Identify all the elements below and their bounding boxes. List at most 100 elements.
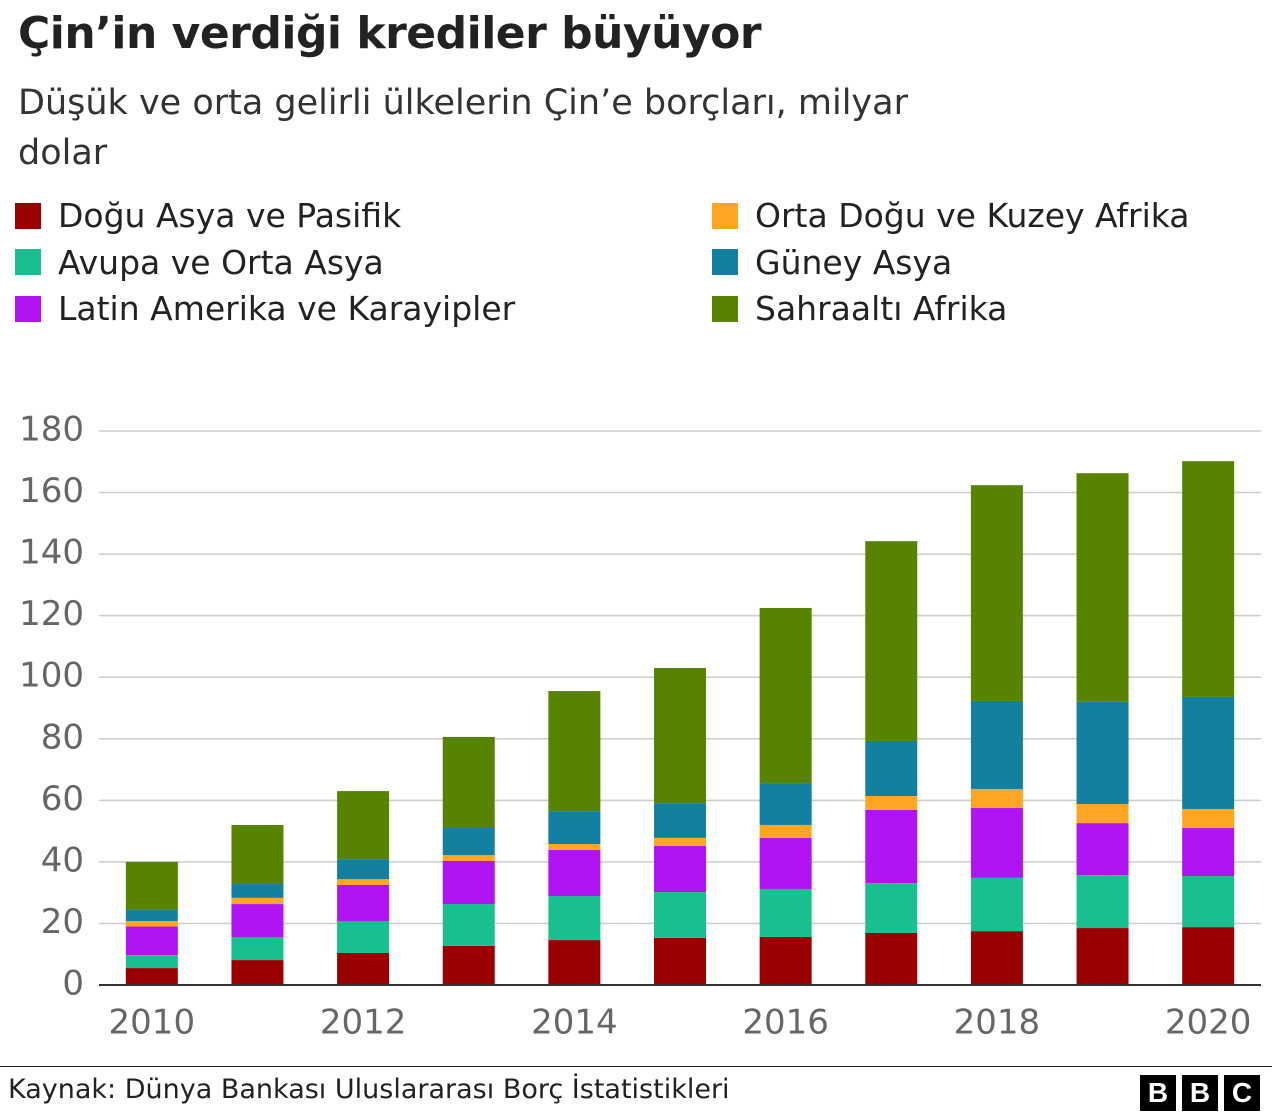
bar-segment bbox=[231, 904, 284, 937]
bar-segment bbox=[865, 541, 918, 741]
chart-subtitle: Düşük ve orta gelirli ülkelerin Çin’e bo… bbox=[18, 83, 908, 173]
bar-segment bbox=[125, 920, 178, 927]
bar-segment bbox=[1182, 828, 1235, 877]
x-tick-label: 2012 bbox=[320, 1003, 407, 1043]
bar-segment bbox=[970, 877, 1023, 932]
bar-segment bbox=[865, 796, 918, 810]
legend-label: Latin Amerika ve Karayipler bbox=[58, 289, 516, 328]
bar-segment bbox=[442, 860, 495, 905]
bar-segment bbox=[654, 837, 706, 846]
bar-segment bbox=[548, 849, 601, 897]
bar-segment bbox=[231, 936, 284, 961]
bar-segment bbox=[759, 783, 812, 825]
bar-segment bbox=[1182, 808, 1235, 829]
legend-swatch bbox=[15, 202, 41, 229]
x-tick-label: 2014 bbox=[531, 1003, 618, 1043]
legend-swatch bbox=[712, 295, 738, 322]
bar-segment bbox=[337, 920, 390, 953]
x-tick-label: 2010 bbox=[109, 1003, 196, 1043]
bar-segment bbox=[442, 945, 495, 985]
y-tick-label: 60 bbox=[41, 779, 84, 819]
legend-item: Latin Amerika ve Karayipler bbox=[15, 289, 515, 328]
bar-segment bbox=[1182, 876, 1235, 928]
bar-segment bbox=[125, 909, 178, 921]
legend-item: Avupa ve Orta Asya bbox=[15, 243, 384, 282]
source: Kaynak: Dünya Bankası Uluslararası Borç … bbox=[8, 1074, 730, 1105]
bar-segment bbox=[654, 892, 706, 938]
legend-label: Güney Asya bbox=[755, 242, 953, 282]
legend-swatch bbox=[15, 249, 41, 275]
y-tick-label: 180 bbox=[19, 410, 84, 450]
bar-segment bbox=[337, 791, 390, 860]
legend-label: Avupa ve Orta Asya bbox=[58, 242, 384, 282]
bar-segment bbox=[548, 811, 601, 845]
bar-segment bbox=[1182, 461, 1235, 697]
bar-segment bbox=[442, 855, 495, 861]
bar-segment bbox=[548, 844, 601, 850]
bar-segment bbox=[759, 824, 812, 838]
y-tick-label: 160 bbox=[19, 471, 84, 511]
bar-segment bbox=[231, 884, 284, 898]
bar-segment bbox=[231, 824, 284, 885]
bar-segment bbox=[970, 700, 1023, 789]
bar-segment bbox=[231, 960, 284, 985]
bar-segment bbox=[337, 884, 390, 921]
bar-segment bbox=[1076, 701, 1129, 805]
bar-segment bbox=[442, 828, 495, 856]
logo-letter: B bbox=[1182, 1075, 1218, 1111]
bar-segment bbox=[1182, 927, 1235, 985]
y-tick-label: 80 bbox=[41, 717, 84, 757]
bar-segment bbox=[759, 837, 812, 889]
bar-segment bbox=[865, 883, 918, 933]
bar-segment bbox=[654, 803, 706, 838]
legend-item: Sahraaltı Afrika bbox=[712, 289, 1007, 328]
chart-title: Çin’in verdiği krediler büyüyor bbox=[18, 8, 762, 59]
legend-item: Orta Doğu ve Kuzey Afrika bbox=[712, 196, 1190, 235]
y-tick-label: 140 bbox=[19, 533, 84, 573]
bar-segment bbox=[337, 859, 390, 880]
bar-segment bbox=[1076, 928, 1129, 985]
bar-segment bbox=[654, 845, 706, 893]
legend-label: Orta Doğu ve Kuzey Afrika bbox=[755, 196, 1190, 235]
bar-segment bbox=[970, 808, 1023, 878]
y-tick-label: 120 bbox=[19, 594, 84, 634]
bar-segment bbox=[442, 736, 495, 829]
bar-segment bbox=[125, 926, 178, 956]
bar-segment bbox=[1182, 696, 1235, 809]
bar-segment bbox=[654, 667, 706, 804]
bar-segment bbox=[337, 879, 390, 885]
bar-segment bbox=[865, 809, 918, 884]
y-tick-label: 0 bbox=[62, 964, 84, 1004]
legend-item: Doğu Asya ve Pasifik bbox=[15, 196, 401, 235]
x-tick-label: 2020 bbox=[1165, 1003, 1252, 1043]
y-tick-label: 20 bbox=[41, 902, 84, 942]
bar-segment bbox=[125, 955, 178, 969]
logo-letter: C bbox=[1224, 1075, 1260, 1111]
bar-segment bbox=[1076, 804, 1129, 824]
y-tick-label: 40 bbox=[41, 840, 84, 880]
legend-label: Sahraaltı Afrika bbox=[755, 289, 1008, 328]
bar-segment bbox=[970, 788, 1023, 809]
legend-item: Güney Asya bbox=[712, 243, 952, 282]
bar-segment bbox=[759, 607, 812, 784]
bar-segment bbox=[548, 940, 601, 985]
bar-segment bbox=[231, 897, 284, 905]
bar-segment bbox=[970, 485, 1023, 701]
x-tick-label: 2016 bbox=[742, 1003, 829, 1043]
logo-letter: B bbox=[1140, 1075, 1176, 1111]
bar-segment bbox=[337, 952, 390, 985]
bar-segment bbox=[125, 861, 178, 910]
legend-label: Doğu Asya ve Pasifik bbox=[58, 196, 402, 235]
legend-swatch bbox=[712, 249, 738, 275]
bar-segment bbox=[548, 896, 601, 941]
bar-segment bbox=[759, 888, 812, 937]
bar-segment bbox=[654, 937, 706, 985]
bar-segment bbox=[442, 904, 495, 946]
x-tick-label: 2018 bbox=[954, 1003, 1041, 1043]
legend-swatch bbox=[712, 202, 738, 229]
bar-segment bbox=[125, 968, 178, 985]
bar-segment bbox=[1076, 875, 1129, 929]
y-tick-label: 100 bbox=[19, 656, 84, 696]
